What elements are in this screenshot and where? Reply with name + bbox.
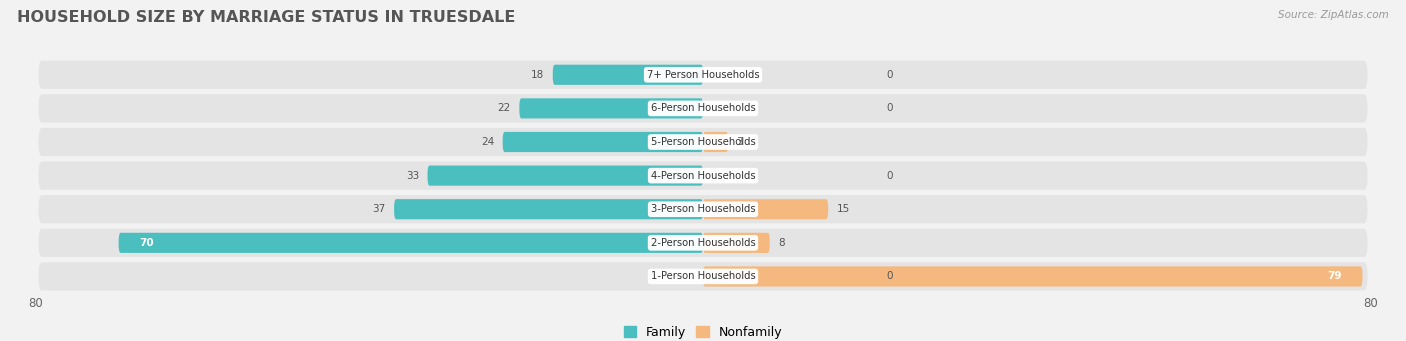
Text: 70: 70 bbox=[139, 238, 155, 248]
Text: 7+ Person Households: 7+ Person Households bbox=[647, 70, 759, 80]
FancyBboxPatch shape bbox=[38, 195, 1368, 223]
Text: 0: 0 bbox=[887, 170, 893, 181]
Text: 24: 24 bbox=[481, 137, 495, 147]
FancyBboxPatch shape bbox=[703, 132, 728, 152]
FancyBboxPatch shape bbox=[519, 98, 703, 118]
FancyBboxPatch shape bbox=[38, 128, 1368, 156]
FancyBboxPatch shape bbox=[703, 233, 769, 253]
Text: 0: 0 bbox=[887, 70, 893, 80]
Text: 22: 22 bbox=[498, 103, 510, 114]
FancyBboxPatch shape bbox=[118, 233, 703, 253]
Text: 4-Person Households: 4-Person Households bbox=[651, 170, 755, 181]
FancyBboxPatch shape bbox=[703, 199, 828, 219]
Text: 15: 15 bbox=[837, 204, 849, 214]
FancyBboxPatch shape bbox=[394, 199, 703, 219]
FancyBboxPatch shape bbox=[38, 61, 1368, 89]
Text: 8: 8 bbox=[778, 238, 785, 248]
Text: 0: 0 bbox=[887, 103, 893, 114]
Text: 18: 18 bbox=[531, 70, 544, 80]
Text: Source: ZipAtlas.com: Source: ZipAtlas.com bbox=[1278, 10, 1389, 20]
Text: 1-Person Households: 1-Person Households bbox=[651, 271, 755, 281]
Text: 33: 33 bbox=[406, 170, 419, 181]
Text: 5-Person Households: 5-Person Households bbox=[651, 137, 755, 147]
Legend: Family, Nonfamily: Family, Nonfamily bbox=[624, 326, 782, 339]
Text: 3: 3 bbox=[737, 137, 742, 147]
Text: 37: 37 bbox=[373, 204, 385, 214]
Text: 2-Person Households: 2-Person Households bbox=[651, 238, 755, 248]
FancyBboxPatch shape bbox=[553, 65, 703, 85]
Text: HOUSEHOLD SIZE BY MARRIAGE STATUS IN TRUESDALE: HOUSEHOLD SIZE BY MARRIAGE STATUS IN TRU… bbox=[17, 10, 515, 25]
Text: 0: 0 bbox=[887, 271, 893, 281]
Text: 6-Person Households: 6-Person Households bbox=[651, 103, 755, 114]
FancyBboxPatch shape bbox=[703, 266, 1362, 286]
FancyBboxPatch shape bbox=[38, 262, 1368, 291]
FancyBboxPatch shape bbox=[427, 165, 703, 186]
Text: 79: 79 bbox=[1327, 271, 1341, 281]
FancyBboxPatch shape bbox=[38, 162, 1368, 190]
Text: 3-Person Households: 3-Person Households bbox=[651, 204, 755, 214]
FancyBboxPatch shape bbox=[38, 229, 1368, 257]
FancyBboxPatch shape bbox=[38, 94, 1368, 122]
FancyBboxPatch shape bbox=[502, 132, 703, 152]
